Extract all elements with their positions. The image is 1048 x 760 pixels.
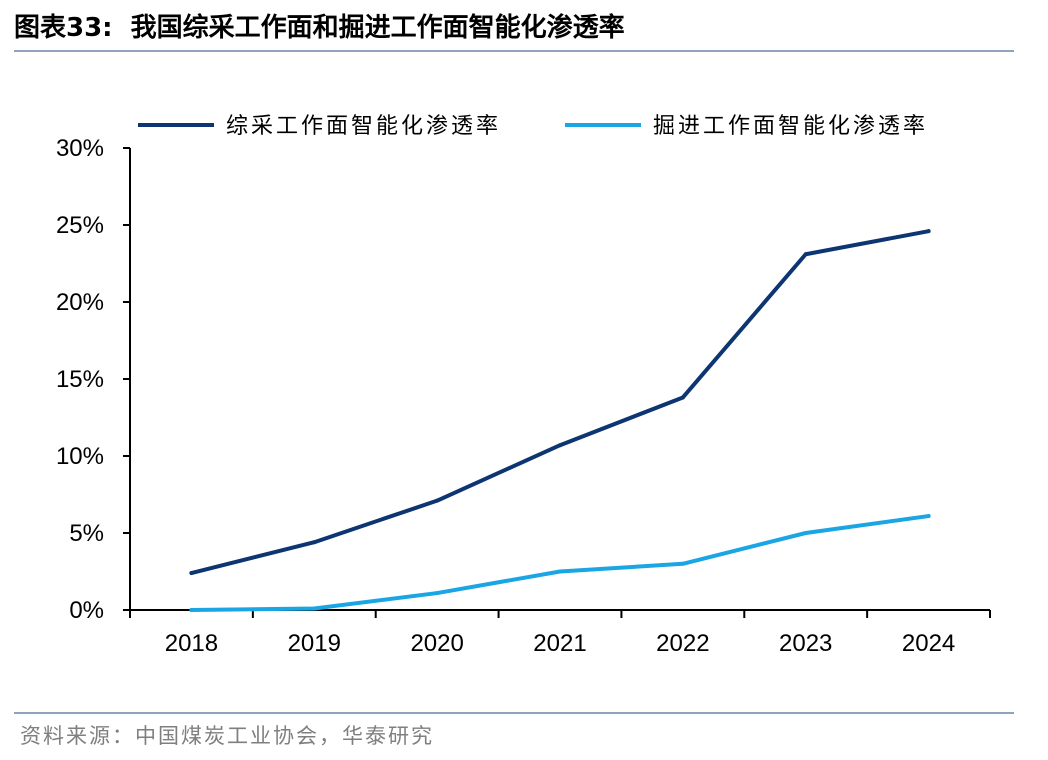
legend-label-2: 掘进工作面智能化渗透率 [653, 114, 928, 139]
y-tick-label: 30% [56, 135, 104, 162]
series-line-1 [189, 229, 931, 576]
bottom-rule [14, 712, 1014, 714]
x-tick-label: 2023 [779, 630, 832, 657]
y-tick-label: 20% [56, 289, 104, 316]
x-tick-label: 2022 [656, 630, 709, 657]
line-chart: 综采工作面智能化渗透率 掘进工作面智能化渗透率 0% 5% 10% 15% 20% 25% 3… [56, 114, 991, 657]
y-tick-label: 15% [56, 366, 104, 393]
y-tick-label: 10% [56, 443, 104, 470]
data-point [803, 531, 808, 535]
x-tick-label: 2018 [165, 630, 218, 657]
x-tick-label: 2024 [902, 630, 955, 657]
series-line-2 [189, 514, 931, 612]
figure-title: 图表33: 我国综采工作面和掘进工作面智能化渗透率 [14, 8, 625, 48]
data-point [926, 514, 931, 519]
top-rule [14, 50, 1014, 52]
legend-label-1: 综采工作面智能化渗透率 [226, 114, 501, 139]
data-point [435, 591, 440, 596]
data-point [312, 606, 317, 611]
data-point [435, 498, 440, 503]
data-point [926, 229, 931, 234]
series-group [189, 229, 931, 612]
data-point [312, 540, 317, 545]
data-point [680, 561, 685, 566]
source-note: 资料来源：中国煤炭工业协会，华泰研究 [20, 724, 434, 748]
y-tick-label: 5% [69, 520, 104, 547]
data-point [680, 395, 685, 400]
data-point [189, 608, 194, 612]
legend: 综采工作面智能化渗透率 掘进工作面智能化渗透率 [138, 114, 928, 139]
figure-label: 图表33: [14, 13, 113, 43]
data-point [558, 443, 562, 448]
figure-title-text: 我国综采工作面和掘进工作面智能化渗透率 [130, 13, 625, 43]
y-tick-label: 25% [56, 212, 104, 239]
y-tick-label: 0% [69, 597, 104, 624]
y-axis: 0% 5% 10% 15% 20% 25% 30% [56, 135, 131, 624]
x-tick-label: 2021 [533, 630, 586, 657]
x-tick-label: 2019 [288, 630, 341, 657]
data-point [189, 571, 194, 576]
data-point [558, 569, 562, 574]
data-point [803, 252, 808, 257]
x-tick-label: 2020 [410, 630, 463, 657]
x-axis: 2018 2019 2020 2021 2022 2023 2024 [129, 609, 991, 657]
